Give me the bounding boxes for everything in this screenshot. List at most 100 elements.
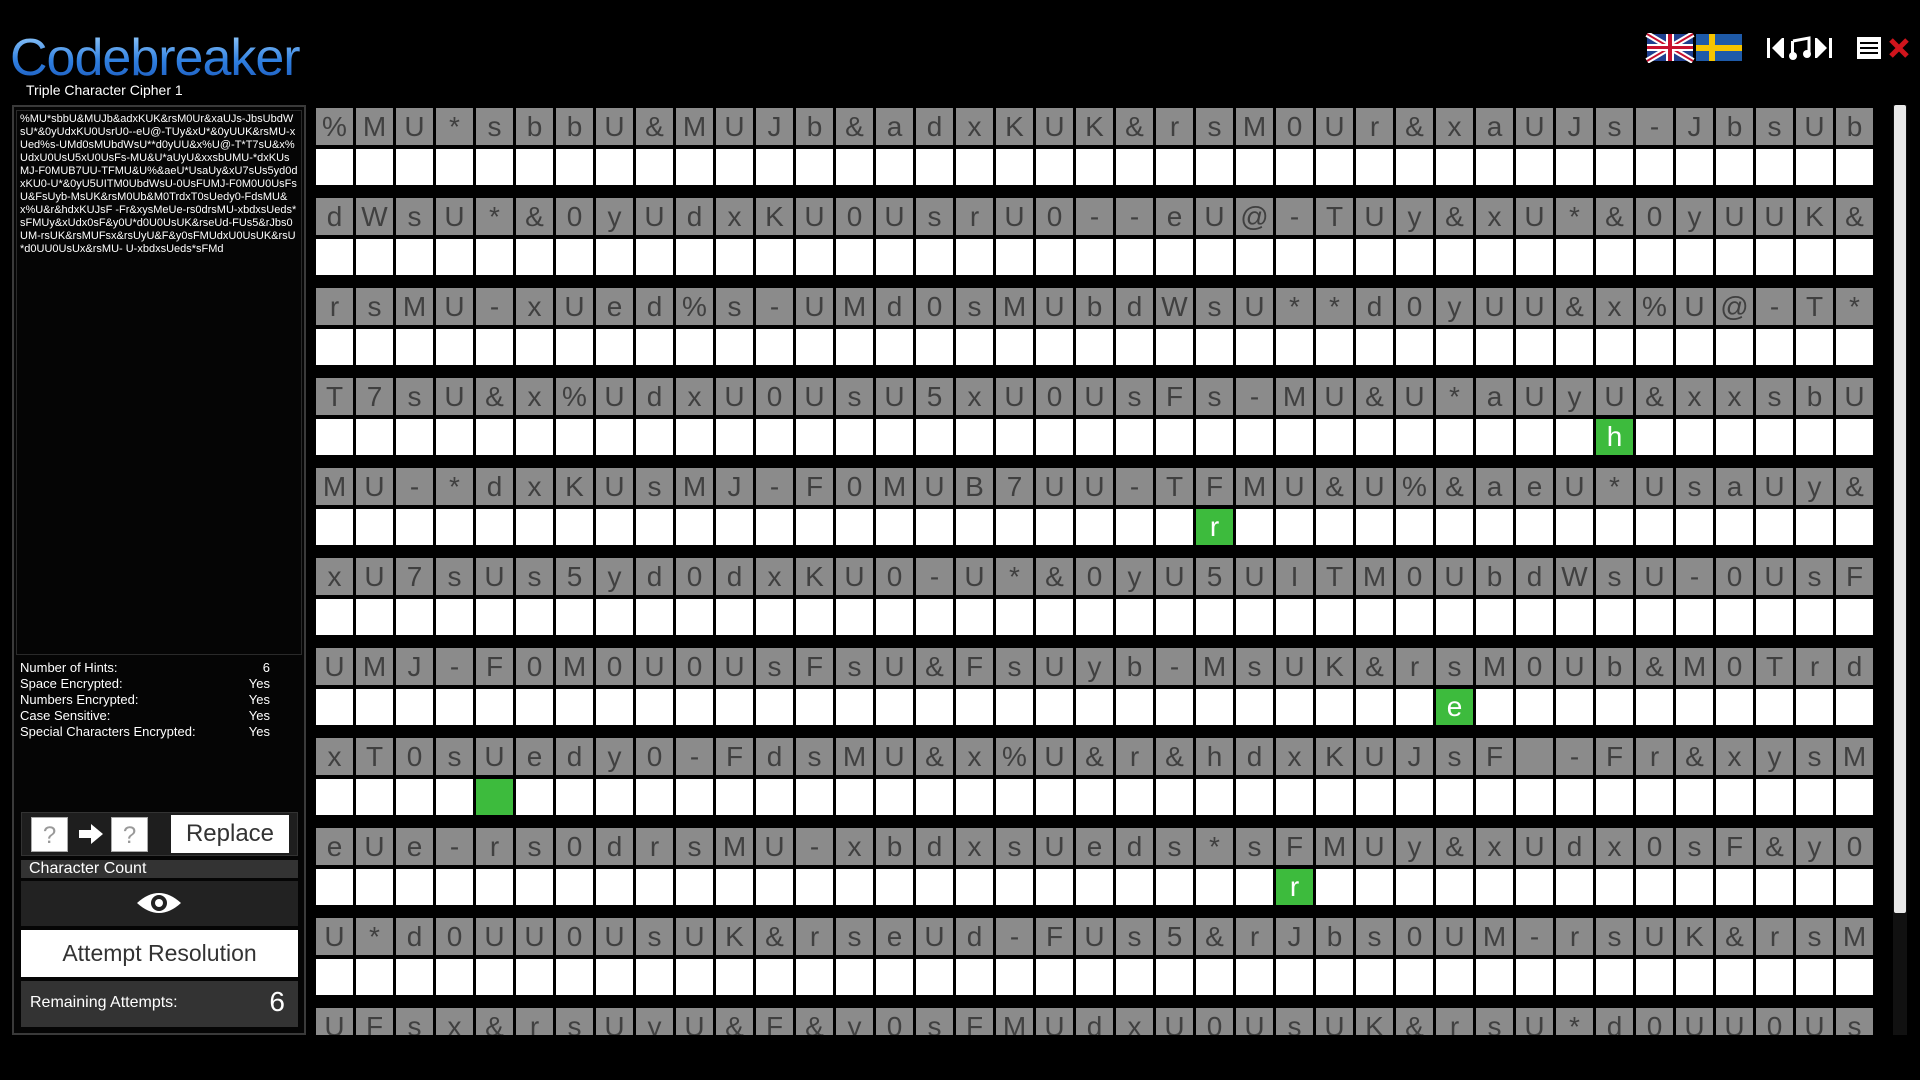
answer-cell[interactable] xyxy=(676,149,713,185)
answer-cell[interactable] xyxy=(476,689,513,725)
answer-cell[interactable] xyxy=(876,509,913,545)
answer-cell[interactable] xyxy=(1076,779,1113,815)
answer-cell[interactable] xyxy=(756,959,793,995)
answer-cell[interactable] xyxy=(1796,869,1833,905)
answer-cell[interactable] xyxy=(836,149,873,185)
answer-cell[interactable] xyxy=(996,689,1033,725)
answer-cell[interactable] xyxy=(1276,959,1313,995)
answer-cell[interactable] xyxy=(1596,149,1633,185)
answer-cell[interactable] xyxy=(956,689,993,725)
answer-cell[interactable] xyxy=(716,239,753,275)
answer-cell[interactable] xyxy=(356,779,393,815)
answer-cell[interactable] xyxy=(1316,599,1353,635)
answer-cell[interactable] xyxy=(916,239,953,275)
answer-cell[interactable] xyxy=(1516,599,1553,635)
answer-cell[interactable] xyxy=(756,779,793,815)
answer-cell[interactable] xyxy=(516,149,553,185)
answer-cell[interactable] xyxy=(1556,419,1593,455)
answer-cell[interactable] xyxy=(1076,149,1113,185)
answer-cell[interactable] xyxy=(1556,509,1593,545)
answer-cell[interactable] xyxy=(1436,419,1473,455)
answer-cell[interactable] xyxy=(1836,689,1873,725)
answer-cell[interactable] xyxy=(1796,959,1833,995)
answer-cell[interactable] xyxy=(1556,329,1593,365)
to-char[interactable]: ? xyxy=(111,817,148,852)
answer-cell[interactable] xyxy=(996,329,1033,365)
answer-cell[interactable] xyxy=(1156,959,1193,995)
answer-cell[interactable] xyxy=(356,599,393,635)
answer-cell[interactable] xyxy=(1556,599,1593,635)
answer-cell[interactable] xyxy=(436,869,473,905)
answer-cell[interactable] xyxy=(1156,419,1193,455)
answer-cell[interactable] xyxy=(1836,419,1873,455)
answer-cell[interactable] xyxy=(1116,509,1153,545)
answer-cell[interactable] xyxy=(796,329,833,365)
answer-cell[interactable] xyxy=(1796,599,1833,635)
answer-cell[interactable] xyxy=(1636,689,1673,725)
answer-cell[interactable] xyxy=(1356,419,1393,455)
answer-cell[interactable] xyxy=(1796,239,1833,275)
answer-cell[interactable] xyxy=(1676,239,1713,275)
answer-cell[interactable] xyxy=(956,329,993,365)
answer-cell[interactable] xyxy=(1036,419,1073,455)
answer-cell[interactable] xyxy=(316,599,353,635)
answer-cell[interactable] xyxy=(996,779,1033,815)
answer-cell[interactable] xyxy=(1036,689,1073,725)
answer-cell[interactable] xyxy=(1196,239,1233,275)
answer-cell[interactable] xyxy=(796,869,833,905)
answer-cell[interactable] xyxy=(956,239,993,275)
answer-cell[interactable] xyxy=(1076,959,1113,995)
answer-cell[interactable] xyxy=(1556,869,1593,905)
answer-cell[interactable] xyxy=(1436,779,1473,815)
answer-cell[interactable] xyxy=(876,419,913,455)
answer-cell[interactable] xyxy=(316,419,353,455)
answer-cell[interactable] xyxy=(1476,509,1513,545)
answer-cell[interactable] xyxy=(1116,779,1153,815)
answer-cell[interactable] xyxy=(1676,779,1713,815)
answer-cell[interactable] xyxy=(1316,149,1353,185)
answer-cell[interactable] xyxy=(1116,599,1153,635)
answer-cell[interactable] xyxy=(1796,329,1833,365)
answer-cell[interactable] xyxy=(556,509,593,545)
answer-cell[interactable] xyxy=(1476,149,1513,185)
answer-cell[interactable] xyxy=(876,869,913,905)
answer-cell[interactable] xyxy=(316,779,353,815)
answer-cell[interactable] xyxy=(916,509,953,545)
answer-cell[interactable] xyxy=(516,869,553,905)
answer-cell[interactable] xyxy=(1836,779,1873,815)
answer-cell[interactable] xyxy=(1676,509,1713,545)
answer-cell[interactable] xyxy=(1476,419,1513,455)
answer-cell[interactable] xyxy=(1196,959,1233,995)
answer-cell[interactable] xyxy=(1436,149,1473,185)
answer-cell[interactable] xyxy=(1116,869,1153,905)
answer-cell[interactable] xyxy=(836,599,873,635)
answer-cell[interactable] xyxy=(1836,509,1873,545)
answer-cell[interactable] xyxy=(1836,239,1873,275)
answer-cell[interactable] xyxy=(636,239,673,275)
answer-cell[interactable] xyxy=(1516,959,1553,995)
answer-cell[interactable] xyxy=(716,689,753,725)
answer-cell[interactable] xyxy=(1756,779,1793,815)
answer-cell[interactable] xyxy=(876,329,913,365)
answer-cell[interactable] xyxy=(956,509,993,545)
answer-cell[interactable] xyxy=(596,419,633,455)
answer-cell[interactable] xyxy=(1756,419,1793,455)
answer-cell[interactable] xyxy=(1156,329,1193,365)
answer-cell[interactable] xyxy=(836,239,873,275)
answer-cell[interactable] xyxy=(596,959,633,995)
answer-cell[interactable] xyxy=(1636,329,1673,365)
answer-cell[interactable] xyxy=(1236,599,1273,635)
answer-cell[interactable] xyxy=(756,869,793,905)
answer-cell[interactable] xyxy=(556,149,593,185)
answer-cell[interactable] xyxy=(1596,329,1633,365)
answer-cell[interactable] xyxy=(1476,869,1513,905)
answer-cell[interactable] xyxy=(356,509,393,545)
answer-cell[interactable] xyxy=(1396,869,1433,905)
answer-cell[interactable] xyxy=(1516,329,1553,365)
answer-cell[interactable] xyxy=(1116,959,1153,995)
answer-cell[interactable] xyxy=(636,869,673,905)
answer-cell[interactable] xyxy=(1596,869,1633,905)
answer-cell[interactable] xyxy=(1316,779,1353,815)
answer-cell[interactable] xyxy=(1236,959,1273,995)
answer-cell[interactable] xyxy=(1036,599,1073,635)
